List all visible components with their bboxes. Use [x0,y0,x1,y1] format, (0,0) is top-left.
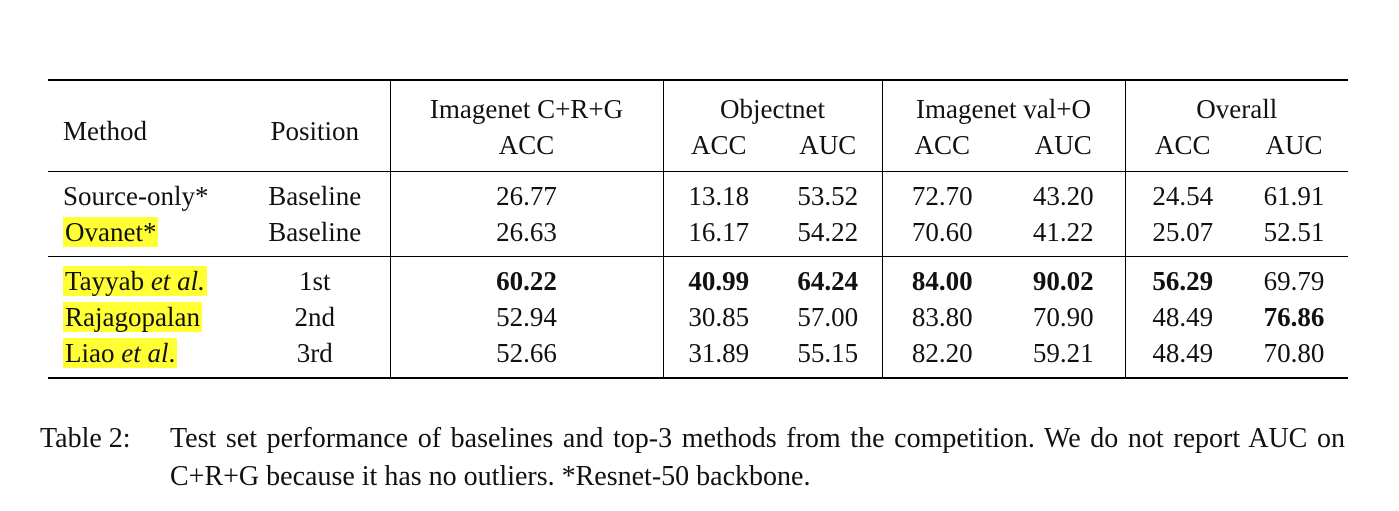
table-row: Source-only* Baseline 26.77 13.18 53.52 … [48,172,1348,214]
table-row: Tayyab et al. 1st 60.22 40.99 64.24 84.0… [48,257,1348,299]
value-cell: 43.20 [1032,181,1094,211]
table-row: Rajagopalan 2nd 52.94 30.85 57.00 83.80 … [48,299,1348,335]
value-cell: 52.51 [1263,217,1325,247]
method-cell: Tayyab et al. [48,257,240,299]
value-cell: 53.52 [797,181,859,211]
header-metric: ACC [662,127,774,172]
position-cell: 2nd [294,302,336,332]
value-cell: 24.54 [1124,172,1240,214]
value-cell: 13.18 [662,172,774,214]
value-cell: 16.17 [662,214,774,257]
value-cell-best: 40.99 [662,257,774,299]
value-cell: 55.15 [797,338,859,368]
value-cell: 26.77 [389,172,663,214]
value-cell: 59.21 [1032,338,1094,368]
caption-text: Test set performance of baselines and to… [170,423,1345,492]
value-cell: 69.79 [1263,266,1325,296]
header-metric: ACC [1124,127,1240,172]
highlighted-method: Tayyab et al. [63,266,207,296]
position-cell: Baseline [268,181,362,211]
highlighted-method: Ovanet* [63,217,159,247]
value-cell: 31.89 [662,335,774,378]
value-cell-best: 84.00 [881,257,1002,299]
value-cell-best: 90.02 [1032,266,1094,296]
value-cell: 48.49 [1124,335,1240,378]
method-cell: Source-only* [63,181,209,211]
header-metric: ACC [389,127,663,172]
value-cell: 41.22 [1032,217,1094,247]
value-cell-best: 76.86 [1263,302,1325,332]
position-cell: 3rd [296,338,333,368]
table-row: Liao et al. 3rd 52.66 31.89 55.15 82.20 … [48,335,1348,378]
caption-label: Table 2: [40,423,131,454]
header-group-objectnet: Objectnet [662,81,882,127]
value-cell: 57.00 [797,302,859,332]
value-cell: 61.91 [1263,181,1325,211]
value-cell-best: 56.29 [1124,257,1240,299]
value-cell: 26.63 [389,214,663,257]
value-cell: 30.85 [662,299,774,335]
value-cell: 25.07 [1124,214,1240,257]
table-row: Ovanet* Baseline 26.63 16.17 54.22 70.60… [48,214,1348,257]
header-method: Method [63,116,147,146]
value-cell: 52.94 [389,299,663,335]
highlighted-method: Liao et al. [63,338,178,368]
results-table-container: Method Position Imagenet C+R+G Objectnet… [48,79,1348,380]
header-position: Position [270,116,360,146]
header-group-imagenet-val-o: Imagenet val+O [881,81,1125,127]
method-cell: Liao et al. [48,335,240,378]
header-group-overall: Overall [1124,81,1348,127]
value-cell: 70.60 [881,214,1002,257]
value-cell: 54.22 [797,217,859,247]
value-cell: 70.80 [1263,338,1325,368]
method-cell: Ovanet* [48,214,240,257]
highlighted-method: Rajagopalan [63,302,202,332]
header-row-metrics: ACC ACC AUC ACC AUC ACC AUC [48,127,1348,172]
header-metric: AUC [1034,130,1092,160]
results-table: Method Position Imagenet C+R+G Objectnet… [48,79,1348,380]
value-cell: 72.70 [881,172,1002,214]
value-cell: 48.49 [1124,299,1240,335]
header-metric: AUC [799,130,857,160]
value-cell: 70.90 [1032,302,1094,332]
position-cell: 1st [298,266,331,296]
header-metric: ACC [881,127,1002,172]
value-cell: 52.66 [389,335,663,378]
header-group-imagenet-crg: Imagenet C+R+G [389,81,663,127]
header-row-groups: Method Position Imagenet C+R+G Objectnet… [48,81,1348,146]
value-cell: 82.20 [881,335,1002,378]
value-cell: 83.80 [881,299,1002,335]
method-cell: Rajagopalan [48,299,240,335]
value-cell-best: 64.24 [797,266,859,296]
position-cell: Baseline [268,217,362,247]
value-cell-best: 60.22 [389,257,663,299]
header-metric: AUC [1265,130,1323,160]
